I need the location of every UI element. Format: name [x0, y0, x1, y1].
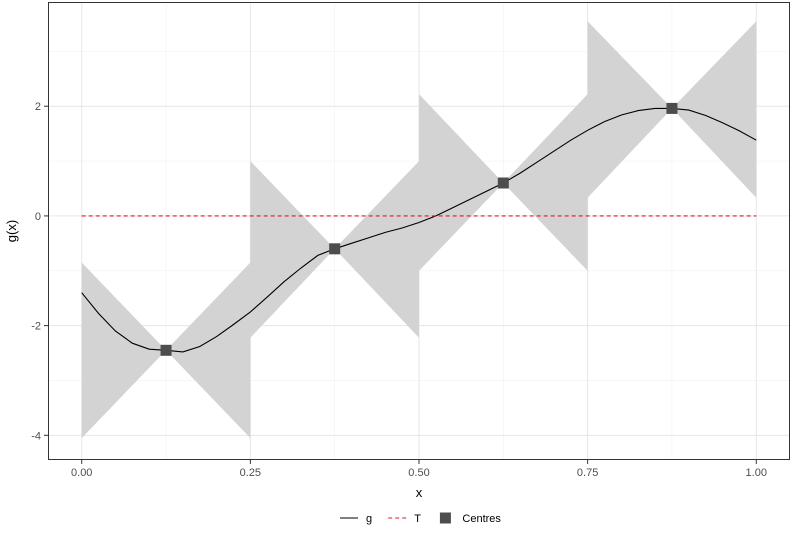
centre-point [329, 243, 341, 255]
legend-label: T [414, 513, 421, 525]
centre-point [497, 177, 509, 189]
uncertainty-band [419, 94, 588, 271]
series-lines [81, 107, 757, 353]
centre-markers [160, 102, 678, 356]
axes: 0.00 0.25 0.50 0.75 1.00 -4 -2 0 2 [31, 101, 767, 479]
y-axis-title: g(x) [4, 220, 19, 242]
uncertainty-band [587, 21, 757, 198]
x-tick-label: 0.00 [71, 467, 92, 479]
legend: g T Centres [338, 507, 501, 529]
uncertainty-band [250, 161, 419, 338]
x-tick-label: 0.50 [408, 467, 429, 479]
centre-point [160, 344, 172, 356]
y-tick-label: 0 [35, 211, 41, 223]
y-tick-label: 2 [35, 101, 41, 113]
centre-point [666, 102, 678, 114]
x-axis-title: x [416, 485, 423, 500]
x-tick-label: 1.00 [746, 467, 767, 479]
y-tick-label: -4 [31, 430, 41, 442]
legend-label: Centres [462, 513, 501, 525]
y-tick-label: -2 [31, 321, 41, 333]
legend-key-square [439, 512, 451, 524]
legend-label: g [366, 513, 372, 525]
series-line-g [81, 107, 757, 353]
x-tick-label: 0.25 [240, 467, 261, 479]
x-tick-label: 0.75 [577, 467, 598, 479]
plot-border [48, 2, 790, 460]
